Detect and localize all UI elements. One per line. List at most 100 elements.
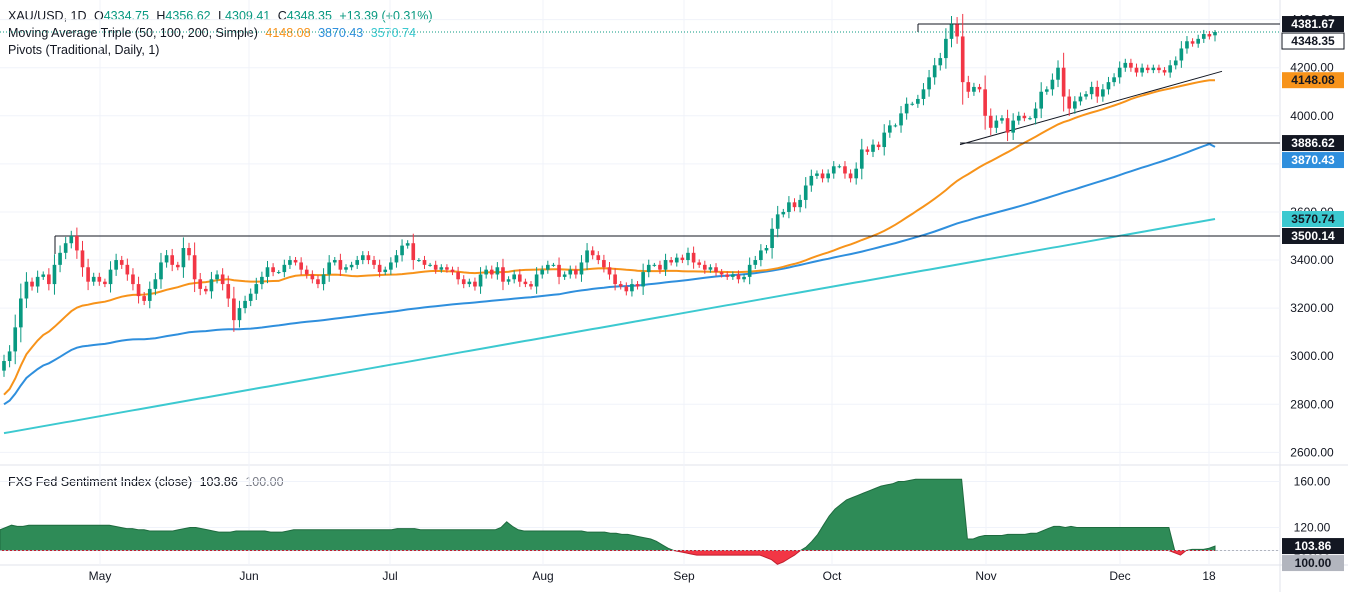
candle-body — [52, 264, 57, 285]
candle-body — [147, 288, 152, 301]
candle-body — [1201, 34, 1206, 39]
candle-body — [13, 327, 18, 352]
candle — [630, 278, 634, 297]
time-tick-label: May — [89, 569, 112, 583]
candle-body — [702, 264, 707, 270]
candle-body — [131, 274, 135, 285]
candle-body — [618, 284, 623, 287]
candle — [663, 253, 668, 276]
candle — [949, 15, 954, 48]
time-axis[interactable]: May Jun Jul Aug Sep Oct Nov Dec 18 — [89, 569, 1216, 583]
indicator-tag-bg — [1282, 555, 1344, 572]
candle — [809, 169, 814, 192]
price-tag-bg — [1282, 16, 1344, 33]
candle — [708, 264, 713, 273]
candle-body — [669, 260, 673, 263]
candle — [1173, 56, 1178, 70]
candle — [461, 275, 466, 289]
candle-body — [321, 274, 326, 285]
candle — [1073, 96, 1077, 114]
candle-body — [725, 274, 730, 277]
candle — [467, 278, 472, 288]
candle-body — [445, 267, 449, 270]
candle-body — [590, 250, 595, 256]
price-tag-bg — [1282, 227, 1344, 244]
candle — [691, 246, 696, 269]
indicator-tick-label: 120.00 — [1294, 521, 1331, 535]
candle — [843, 161, 847, 179]
candle-body — [260, 276, 264, 285]
ma100-value: 3870.43 — [318, 26, 364, 40]
candle-body — [893, 125, 898, 127]
candle — [1067, 89, 1072, 116]
pivot-lines — [0, 23, 1280, 254]
candle — [938, 52, 943, 71]
candle-body — [910, 103, 915, 105]
candle-body — [1145, 67, 1150, 71]
candle — [400, 239, 404, 262]
candle-body — [282, 264, 287, 273]
candle — [1016, 111, 1021, 125]
candle-body — [562, 274, 567, 277]
candle-body — [495, 267, 500, 275]
candle — [52, 254, 57, 295]
candle-body — [30, 281, 34, 287]
price-tag: 3500.14 — [1282, 227, 1344, 244]
candle-body — [63, 243, 68, 253]
candle — [1207, 31, 1212, 40]
candle-body — [355, 260, 360, 265]
trendline — [959, 70, 1223, 146]
candle-body — [1151, 67, 1156, 71]
candle-body — [478, 274, 483, 287]
candle — [198, 273, 203, 296]
candle-body — [972, 86, 976, 92]
candle-body — [551, 264, 556, 266]
candle — [355, 255, 360, 269]
candle-body — [473, 281, 477, 287]
candle — [725, 271, 730, 280]
candle — [742, 273, 746, 283]
candle-body — [349, 264, 354, 268]
candle — [1089, 81, 1094, 100]
price-axis[interactable]: 2600.002800.003000.003200.003400.003600.… — [1290, 13, 1334, 558]
candle — [1084, 91, 1088, 100]
candle-body — [1000, 118, 1004, 121]
ma-title: Moving Average Triple (50, 100, 200, Sim… — [8, 26, 258, 40]
candle-body — [1179, 48, 1184, 61]
candle — [1000, 115, 1004, 124]
price-tick-label: 2800.00 — [1290, 397, 1334, 411]
candle-body — [1050, 79, 1055, 90]
price-tag: 3570.74 — [1282, 210, 1344, 227]
candle — [540, 265, 545, 279]
candle — [243, 295, 247, 314]
candle — [960, 13, 965, 105]
candle — [1005, 109, 1010, 142]
price-tag: 3886.62 — [1282, 135, 1344, 152]
candle — [1162, 67, 1167, 76]
candle-body — [254, 284, 259, 294]
candle-body — [876, 144, 881, 148]
candle-body — [344, 267, 348, 270]
candle — [1190, 38, 1195, 47]
candle — [299, 257, 303, 275]
candle — [226, 275, 231, 307]
candle — [97, 272, 102, 286]
candle — [349, 261, 354, 271]
time-tick-label: Dec — [1109, 569, 1130, 583]
candle — [433, 260, 438, 274]
candle — [237, 300, 242, 328]
candle — [680, 254, 685, 264]
candle — [1022, 112, 1027, 122]
time-tick-label: Jul — [382, 569, 397, 583]
candle — [893, 123, 898, 128]
candle — [837, 164, 842, 169]
candle-body — [719, 272, 724, 275]
price-tag-bg — [1282, 72, 1344, 89]
candle-body — [394, 255, 399, 263]
price-tag-bg — [1281, 32, 1345, 50]
candle-body — [686, 252, 690, 261]
candle-body — [955, 24, 959, 37]
candle — [921, 83, 926, 106]
candle-body — [1044, 89, 1049, 92]
